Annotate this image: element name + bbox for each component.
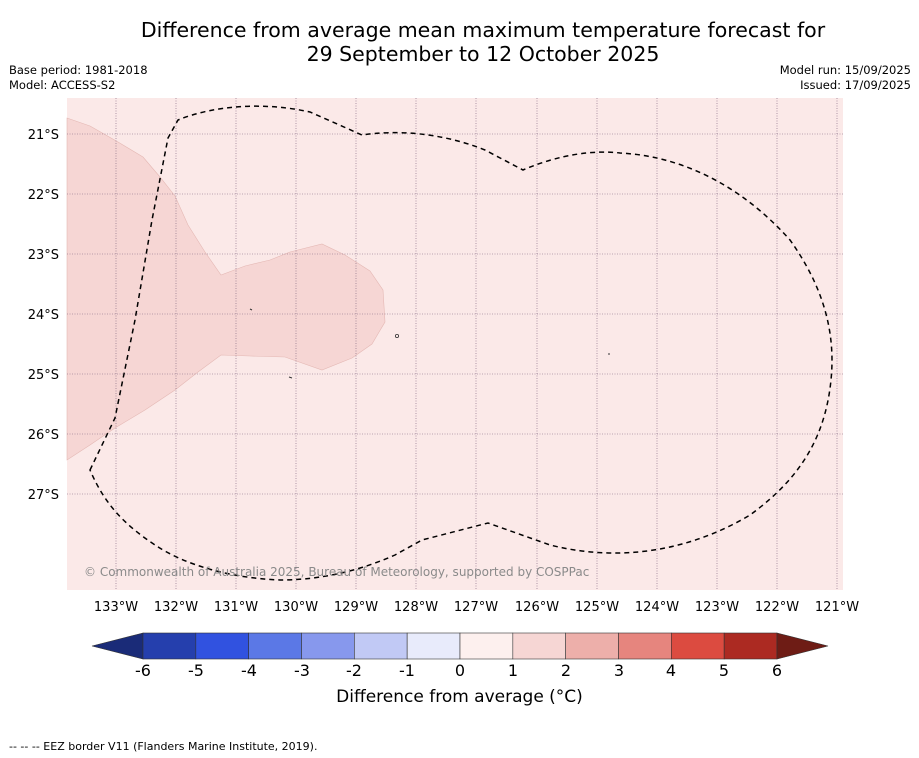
lat-label: 26°S xyxy=(28,428,59,443)
colorbar: -6 -5 -4 -3 -2 -1 0 1 2 3 4 5 6 xyxy=(91,632,829,680)
colorbar-cell xyxy=(301,632,355,660)
colorbar-tick: -5 xyxy=(188,661,204,680)
lon-label: 126°W xyxy=(515,600,559,615)
colorbar-tick: -1 xyxy=(399,661,415,680)
lon-label: 133°W xyxy=(94,600,138,615)
lon-label: 125°W xyxy=(575,600,619,615)
colorbar-cell xyxy=(354,632,408,660)
island-mark xyxy=(394,333,399,338)
lon-label: 129°W xyxy=(334,600,378,615)
lat-label: 25°S xyxy=(28,368,59,383)
issued-date: Issued: 17/09/2025 xyxy=(800,78,911,92)
colorbar-cell xyxy=(459,632,514,660)
lat-label: 22°S xyxy=(28,188,59,203)
colorbar-over-arrow xyxy=(776,632,829,660)
colorbar-cells xyxy=(142,632,778,660)
lon-label: 121°W xyxy=(815,600,859,615)
meta-left: Base period: 1981-2018 Model: ACCESS-S2 xyxy=(9,63,148,93)
colorbar-tick: 6 xyxy=(772,661,782,680)
meta-right: Model run: 15/09/2025 Issued: 17/09/2025 xyxy=(780,63,911,93)
colorbar-tick: 1 xyxy=(508,661,518,680)
colorbar-tick: -6 xyxy=(135,661,151,680)
lon-label: 124°W xyxy=(635,600,679,615)
lat-label: 27°S xyxy=(28,488,59,503)
lat-label: 21°S xyxy=(28,128,59,143)
colorbar-tick: 5 xyxy=(719,661,729,680)
colorbar-cell xyxy=(618,632,672,660)
colorbar-cell xyxy=(565,632,619,660)
lon-label: 123°W xyxy=(695,600,739,615)
gridlines xyxy=(67,98,843,590)
lat-label: 24°S xyxy=(28,308,59,323)
map-title: Difference from average mean maximum tem… xyxy=(0,18,919,66)
lon-label: 127°W xyxy=(454,600,498,615)
colorbar-cell xyxy=(723,632,778,660)
lon-label: 122°W xyxy=(755,600,799,615)
colorbar-tick: -2 xyxy=(346,661,362,680)
colorbar-tick: 3 xyxy=(614,661,624,680)
lat-labels: 21°S 22°S 23°S 24°S 25°S 26°S 27°S xyxy=(28,128,59,503)
island-mark xyxy=(249,308,253,311)
copyright-notice: © Commonwealth of Australia 2025, Bureau… xyxy=(84,565,590,579)
colorbar-tick: 4 xyxy=(666,661,676,680)
colorbar-tick: 0 xyxy=(455,661,465,680)
colorbar-under-arrow xyxy=(91,632,144,660)
colorbar-cell xyxy=(406,632,461,660)
colorbar-tick: 2 xyxy=(561,661,571,680)
eez-footnote: -- -- -- EEZ border V11 (Flanders Marine… xyxy=(9,740,318,753)
colorbar-tick: -3 xyxy=(294,661,310,680)
anomaly-region-1-2c xyxy=(66,117,386,461)
title-line-2: 29 September to 12 October 2025 xyxy=(306,42,660,66)
colorbar-cell xyxy=(142,632,197,660)
island-mark xyxy=(288,376,293,379)
base-period: Base period: 1981-2018 xyxy=(9,63,148,77)
colorbar-label: Difference from average (°C) xyxy=(336,687,583,707)
lon-labels: 133°W 132°W 131°W 130°W 129°W 128°W 127°… xyxy=(94,600,859,615)
colorbar-ticks: -6 -5 -4 -3 -2 -1 0 1 2 3 4 5 6 xyxy=(135,661,782,680)
colorbar-cell xyxy=(671,632,725,660)
title-line-1: Difference from average mean maximum tem… xyxy=(140,18,826,42)
lon-label: 131°W xyxy=(214,600,258,615)
colorbar-tick: -4 xyxy=(241,661,257,680)
colorbar-cell xyxy=(512,632,566,660)
lat-label: 23°S xyxy=(28,248,59,263)
lon-label: 128°W xyxy=(394,600,438,615)
model-run: Model run: 15/09/2025 xyxy=(779,63,911,77)
colorbar-cell xyxy=(248,632,302,660)
lon-label: 132°W xyxy=(154,600,198,615)
colorbar-cell xyxy=(195,632,249,660)
model-name: Model: ACCESS-S2 xyxy=(9,78,116,92)
lon-label: 130°W xyxy=(274,600,318,615)
